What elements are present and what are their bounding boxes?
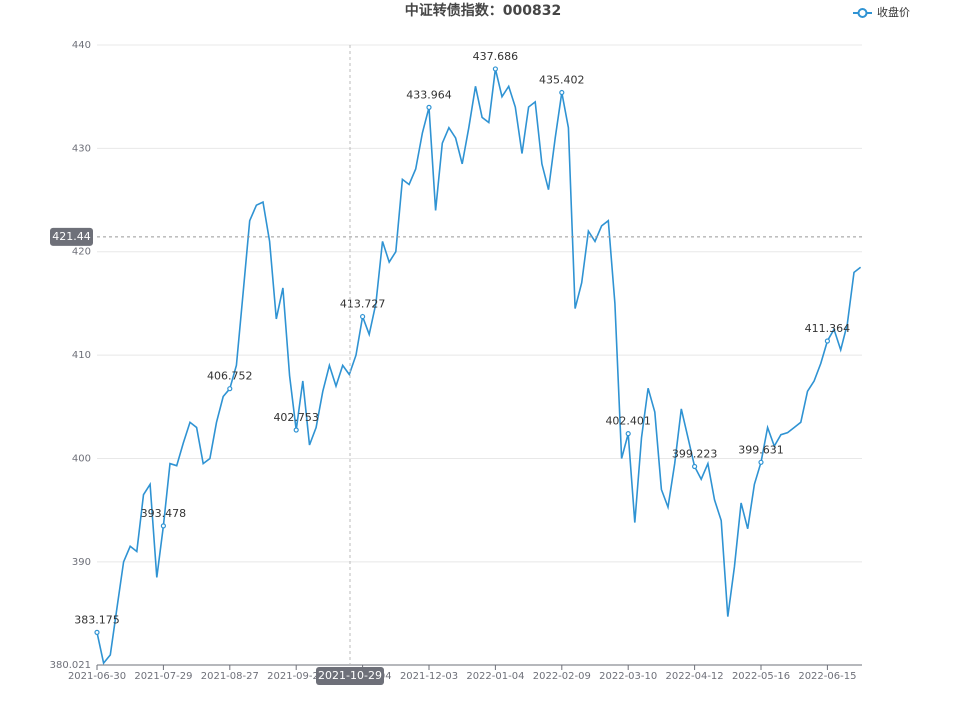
x-tick-label: 2022-01-04 [466,671,524,682]
point [625,431,631,437]
point [160,523,166,529]
cursor-y-label: 421.44 [52,230,91,243]
data-label: 383.175 [74,613,120,626]
x-tick-label: 2022-04-12 [666,671,724,682]
legend-label: 收盘价 [877,5,910,19]
data-label: 393.478 [141,507,187,520]
x-tick-label: 2022-06-15 [798,671,856,682]
data-label: 399.631 [738,443,784,456]
y-tick-label: 410 [72,350,91,361]
y-tick-label: 420 [72,247,91,258]
point [758,459,764,465]
y-tick-label: 380.021 [50,660,91,671]
data-label: 413.727 [340,298,386,311]
data-label: 399.223 [672,448,718,461]
data-label: 406.752 [207,370,253,383]
x-tick-label: 2021-08-27 [201,671,259,682]
data-label: 437.686 [473,50,519,63]
legend-symbol [857,8,868,18]
line [96,68,862,665]
point [559,89,565,96]
data-label: 402.401 [605,415,651,428]
y-tick-label: 430 [72,143,91,154]
cursor-x-box [316,667,384,685]
point [824,338,831,344]
x-tick-label: 2022-02-09 [533,671,591,682]
x-tick-label: 2022-05-16 [732,671,790,682]
point [293,427,299,433]
x-tick-label: 2021-12-03 [400,671,458,682]
y-tick-label: 440 [72,40,91,51]
cursor-x-label: 2021-10-29 [318,669,382,682]
data-label: 433.964 [406,88,452,101]
legend[interactable]: 收盘价 [853,5,910,19]
y-tick-label: 400 [72,453,91,464]
x-tick-label: 2022-03-10 [599,671,657,682]
x-tick-label: 2021-06-30 [68,671,126,682]
point [691,463,698,470]
data-label: 402.753 [273,411,319,424]
point [227,386,233,392]
x-tick-label: 2021-09-29 [267,671,325,682]
x-tick-label: 2021-07-29 [134,671,192,682]
data-label: 411.364 [805,322,851,335]
data-label: 435.402 [539,74,585,87]
cursor-y-box [50,227,93,246]
chart-title: 中证转债指数：000832 [405,2,561,19]
point [94,629,100,635]
y-tick-label: 390 [72,557,91,568]
point [492,66,498,72]
point [426,104,432,110]
point [360,313,366,320]
